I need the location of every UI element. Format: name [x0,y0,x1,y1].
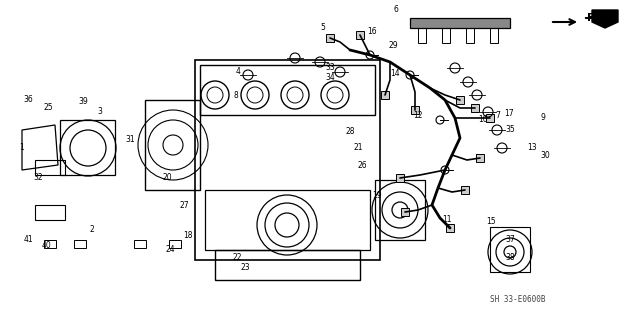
Text: 35: 35 [505,125,515,135]
Bar [356,31,364,39]
Bar [456,96,464,104]
Polygon shape [592,10,618,28]
Text: 4: 4 [236,68,241,77]
Bar [442,28,450,43]
Text: 16: 16 [367,27,377,36]
Bar [195,60,380,260]
Text: 6: 6 [394,5,399,14]
Bar [410,18,510,28]
Bar [35,205,65,220]
Bar [471,104,479,112]
Bar [205,190,370,250]
Text: 13: 13 [527,144,537,152]
Bar [418,28,426,43]
Bar [396,174,404,182]
Text: 20: 20 [162,174,172,182]
Bar [74,240,86,248]
Text: 19: 19 [372,190,382,199]
Text: 34: 34 [325,73,335,83]
Text: 12: 12 [413,110,423,120]
Bar [60,120,115,175]
Text: FR.: FR. [587,13,607,23]
Bar [381,91,389,99]
Bar [326,34,334,42]
Bar [490,227,530,272]
Bar [215,250,360,280]
Bar [486,114,494,122]
Bar [411,106,419,114]
Bar [35,160,65,175]
Text: 21: 21 [353,144,363,152]
Bar [490,28,498,43]
Text: 15: 15 [486,218,496,226]
Bar [461,186,469,194]
Text: 36: 36 [23,95,33,105]
Text: 7: 7 [495,110,500,120]
Bar [145,100,200,190]
Text: 5: 5 [321,24,325,33]
Text: 33: 33 [325,63,335,72]
Text: 39: 39 [78,98,88,107]
Text: 1: 1 [20,144,24,152]
Text: 40: 40 [41,241,51,249]
Text: 38: 38 [505,254,515,263]
Text: 29: 29 [388,41,398,49]
Text: 26: 26 [357,160,367,169]
Bar [169,240,181,248]
Bar [466,28,474,43]
Text: 11: 11 [442,216,452,225]
Text: 37: 37 [505,235,515,244]
Text: 14: 14 [390,69,400,78]
Bar [476,154,484,162]
Text: 23: 23 [240,263,250,272]
Text: 9: 9 [541,114,545,122]
Text: 25: 25 [43,103,53,113]
Text: 24: 24 [165,246,175,255]
Text: 27: 27 [179,201,189,210]
Text: 3: 3 [97,108,102,116]
Bar [134,240,146,248]
Text: 22: 22 [232,254,242,263]
Text: 28: 28 [345,128,355,137]
Text: 10: 10 [478,115,488,124]
Text: 2: 2 [90,226,94,234]
Text: 31: 31 [125,136,135,145]
Text: 32: 32 [33,174,43,182]
Text: 17: 17 [504,108,514,117]
Bar [401,208,409,216]
Text: 18: 18 [183,231,193,240]
Text: 41: 41 [23,235,33,244]
Bar [446,224,454,232]
Text: 30: 30 [540,151,550,160]
Bar [44,240,56,248]
Text: SH 33-E0600B: SH 33-E0600B [490,295,545,305]
Bar [200,65,375,115]
Bar [375,180,425,240]
Text: 8: 8 [234,91,238,100]
